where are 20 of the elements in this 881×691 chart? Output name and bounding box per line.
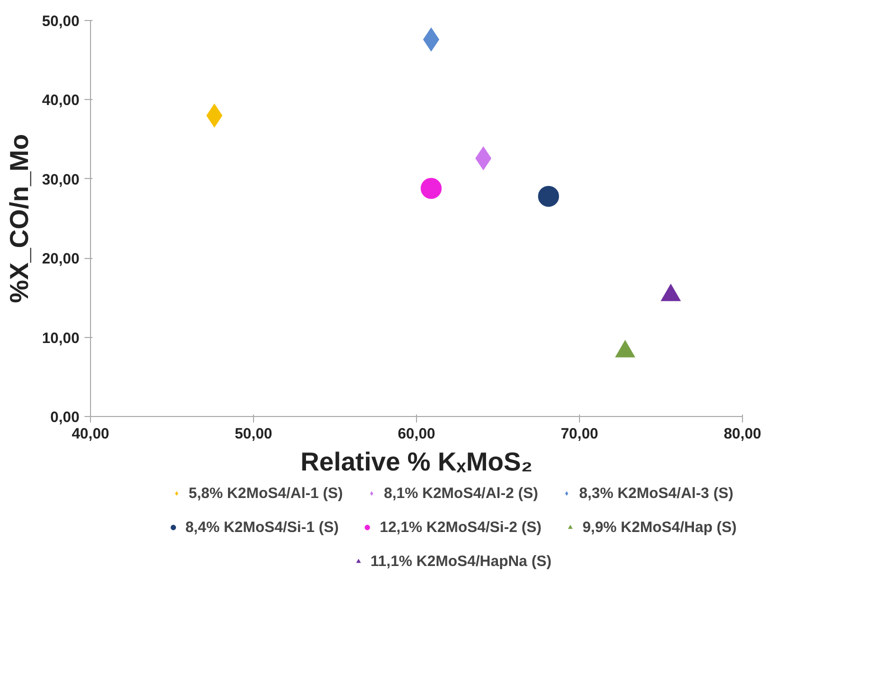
legend-label: 8,4% K2MoS4/Si-1 (S) (185, 518, 339, 536)
legend-label: 11,1% K2MoS4/HapNa (S) (370, 552, 552, 570)
legend-label: 8,1% K2MoS4/Al-2 (S) (384, 484, 538, 502)
y-tick-label: 50,00 (42, 13, 80, 30)
x-tick-label: 70,00 (560, 426, 598, 442)
legend-label: 8,3% K2MoS4/Al-3 (S) (579, 484, 734, 502)
legend-label: 9,9% K2MoS4/Hap (S) (582, 518, 737, 536)
y-tick-label: 30,00 (42, 171, 80, 188)
x-tick-label: 60,00 (398, 426, 436, 442)
y-tick-label: 10,00 (42, 330, 80, 347)
legend-label: 5,8% K2MoS4/Al-1 (S) (188, 484, 343, 502)
x-tick-label: 80,00 (724, 426, 762, 442)
y-tick-label: 40,00 (42, 92, 80, 110)
y-tick-label: 0,00 (50, 409, 80, 426)
legend-label: 12,1% K2MoS4/Si-2 (S) (380, 518, 542, 536)
y-tick-label: 20,00 (42, 250, 80, 268)
x-tick-label: 40,00 (72, 426, 110, 442)
y-axis-title: %X_CO/n_Mo (4, 134, 34, 304)
x-axis-title: Relative % KₓMoS₂ (300, 446, 533, 476)
x-tick-label: 50,00 (234, 426, 272, 442)
